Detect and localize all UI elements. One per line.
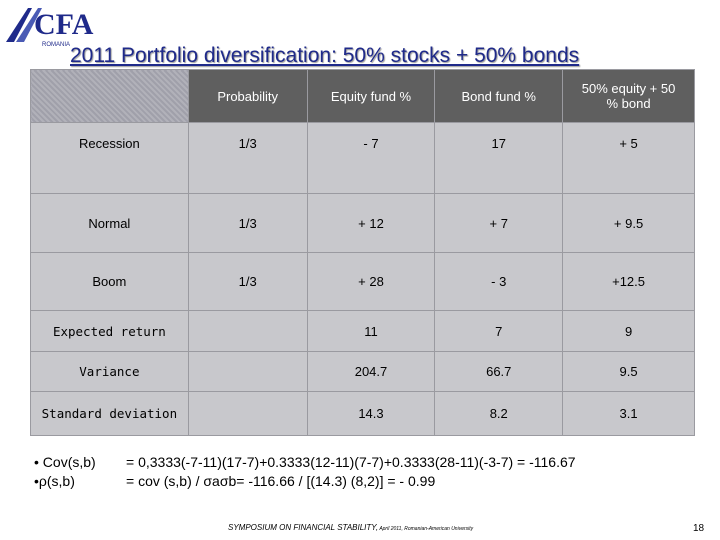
cell-probability-empty bbox=[187, 351, 308, 392]
cell-probability: 1/3 bbox=[187, 122, 308, 194]
row-label-variance: Variance bbox=[30, 351, 189, 392]
cell-probability-empty bbox=[187, 391, 308, 436]
cell-mix: 3.1 bbox=[562, 391, 695, 436]
cell-mix: + 5 bbox=[562, 122, 695, 194]
cell-bond: 66.7 bbox=[434, 351, 564, 392]
cell-probability: 1/3 bbox=[187, 193, 308, 253]
formula-labels: • Cov(s,b) •ρ(s,b) bbox=[34, 454, 96, 489]
cell-mix: + 9.5 bbox=[562, 193, 695, 253]
cell-equity: + 12 bbox=[306, 193, 436, 253]
cfa-romania-logo: CFA ROMANIA bbox=[6, 8, 94, 48]
cell-equity: + 28 bbox=[306, 252, 436, 311]
cell-mix: 9 bbox=[562, 310, 695, 352]
logo-text: CFA bbox=[34, 8, 94, 41]
cell-mix: 9.5 bbox=[562, 351, 695, 392]
cell-equity: 11 bbox=[306, 310, 436, 352]
cell-mix: +12.5 bbox=[562, 252, 695, 311]
cell-bond: 17 bbox=[434, 122, 564, 194]
footer-small: April 2011, Romanian-American University bbox=[378, 526, 474, 532]
page-number: 18 bbox=[693, 523, 705, 534]
header-probability: Probability bbox=[187, 69, 308, 123]
row-label-recession: Recession bbox=[30, 122, 189, 194]
footer-main: SYMPOSIUM ON FINANCIAL STABILITY, bbox=[228, 523, 379, 532]
formula-lines: = 0,3333(-7-11)(17-7)+0.3333(12-11)(7-7)… bbox=[126, 454, 576, 489]
portfolio-table: Probability Equity fund % Bond fund % 50… bbox=[30, 69, 695, 436]
row-label-boom: Boom bbox=[30, 252, 189, 311]
table-row: Standard deviation 14.3 8.2 3.1 bbox=[30, 391, 695, 436]
table-row: Normal 1/3 + 12 + 7 + 9.5 bbox=[30, 193, 695, 253]
header-mix: 50% equity + 50 % bond bbox=[562, 69, 695, 123]
header-equity: Equity fund % bbox=[306, 69, 436, 123]
row-label-normal: Normal bbox=[30, 193, 189, 253]
logo-subtext: ROMANIA bbox=[42, 42, 70, 48]
cell-bond: - 3 bbox=[434, 252, 564, 311]
row-label-standard-deviation: Standard deviation bbox=[30, 391, 189, 436]
cell-bond: + 7 bbox=[434, 193, 564, 253]
header-bond: Bond fund % bbox=[434, 69, 564, 123]
logo-mark-shape-2 bbox=[16, 8, 42, 42]
table-row: Recession 1/3 - 7 17 + 5 bbox=[30, 122, 695, 194]
cell-bond: 7 bbox=[434, 310, 564, 352]
table-row: Boom 1/3 + 28 - 3 +12.5 bbox=[30, 252, 695, 311]
footer: SYMPOSIUM ON FINANCIAL STABILITY, April … bbox=[228, 523, 473, 532]
table-row: Variance 204.7 66.7 9.5 bbox=[30, 351, 695, 392]
cov-label: • Cov(s,b) bbox=[34, 454, 96, 470]
cell-equity: - 7 bbox=[306, 122, 436, 194]
header-corner bbox=[30, 69, 189, 123]
rho-formula: = cov (s,b) / σaσb= -116.66 / [(14.3) (8… bbox=[126, 473, 436, 489]
header-mix-label: 50% equity + 50 % bond bbox=[581, 81, 676, 111]
cell-equity: 14.3 bbox=[306, 391, 436, 436]
cell-probability: 1/3 bbox=[187, 252, 308, 311]
table-header-row: Probability Equity fund % Bond fund % 50… bbox=[30, 69, 695, 123]
table-row: Expected return 11 7 9 bbox=[30, 310, 695, 352]
rho-label: •ρ(s,b) bbox=[34, 473, 75, 489]
row-label-expected-return: Expected return bbox=[30, 310, 189, 352]
cell-probability-empty bbox=[187, 310, 308, 352]
logo-mark-shape bbox=[6, 8, 32, 42]
cell-bond: 8.2 bbox=[434, 391, 564, 436]
cov-formula: = 0,3333(-7-11)(17-7)+0.3333(12-11)(7-7)… bbox=[126, 454, 576, 470]
slide-title: 2011 Portfolio diversification: 50% stoc… bbox=[70, 44, 580, 67]
cell-equity: 204.7 bbox=[306, 351, 436, 392]
